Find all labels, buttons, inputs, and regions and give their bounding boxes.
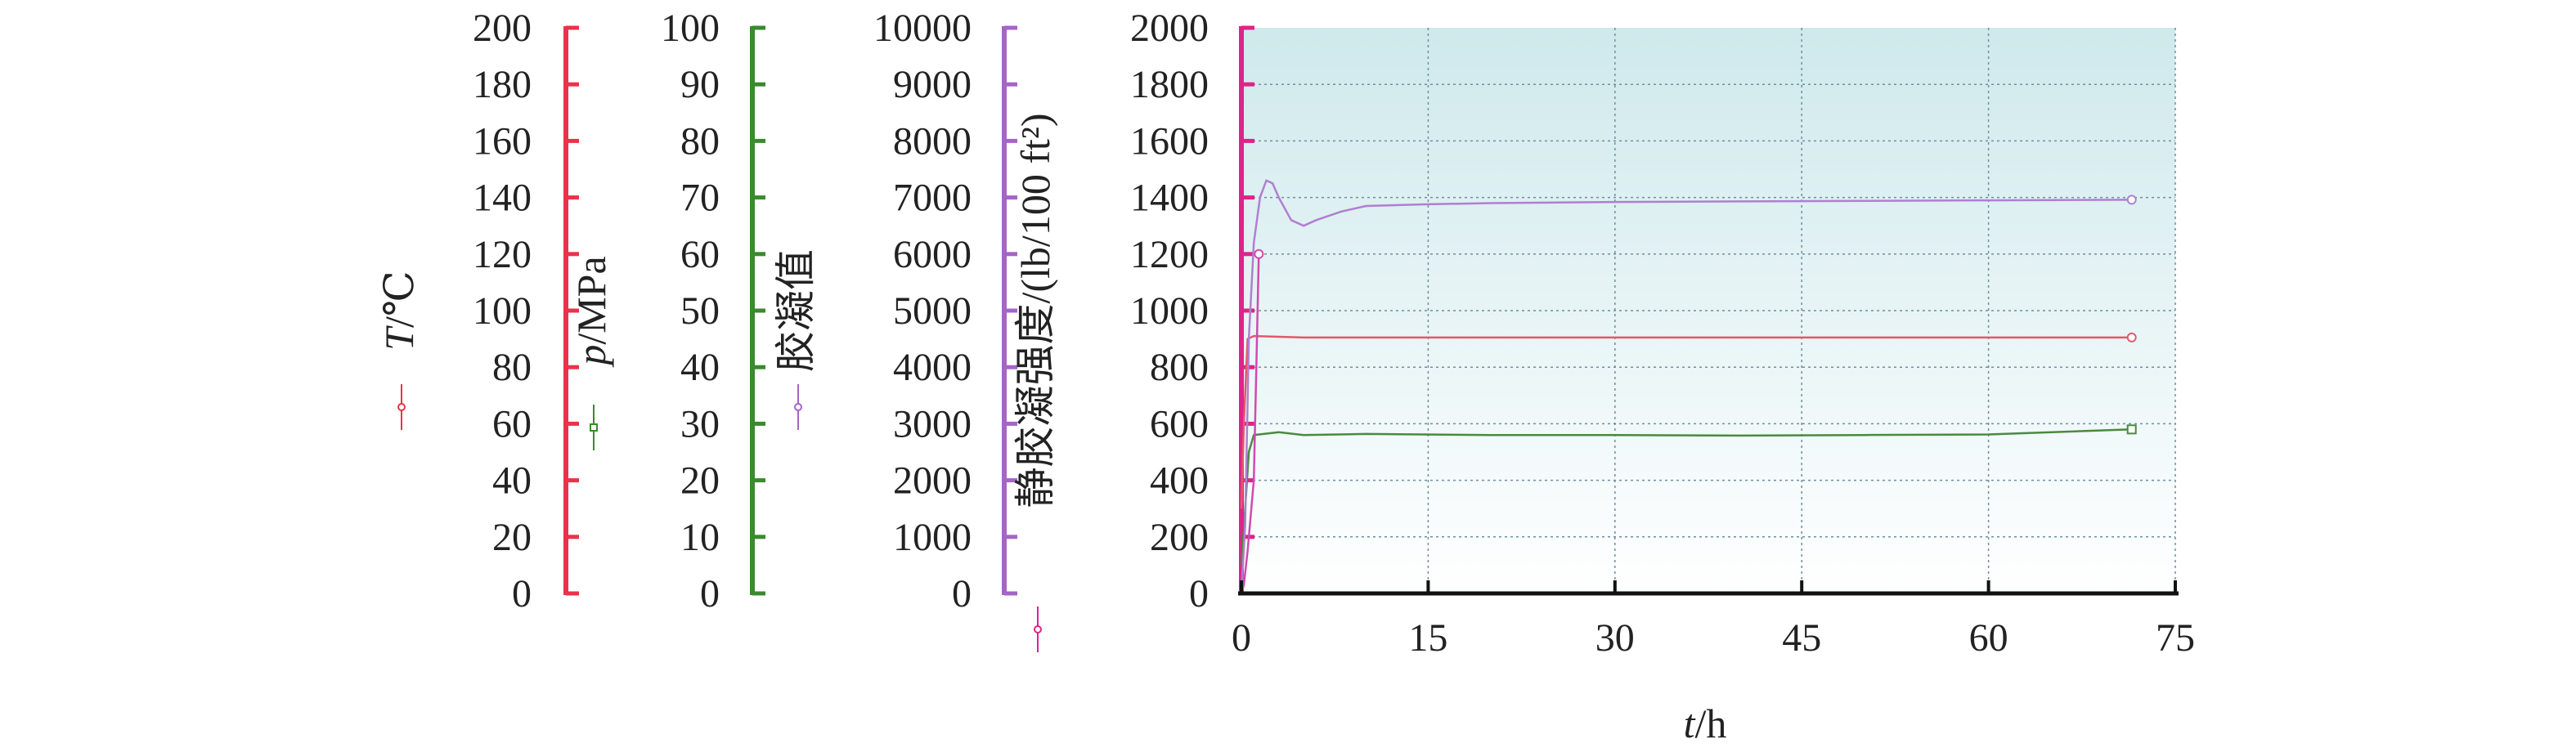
y-tick-label-p: 60 <box>680 233 720 276</box>
y-axis-title-text-T: T/℃ <box>376 271 422 351</box>
series-line-sgs <box>1240 253 1260 594</box>
y-tick-label-T: 40 <box>492 459 532 503</box>
legend-marker-sgs <box>1034 625 1042 633</box>
y-tick-label-T: 200 <box>473 7 532 50</box>
y-tick-label-sgs: 1000 <box>1130 289 1209 333</box>
y-tick-label-p: 10 <box>680 516 720 559</box>
y-tick-label-p: 40 <box>680 346 720 389</box>
grid <box>1241 28 2176 593</box>
y-tick-label-T: 0 <box>512 572 532 615</box>
y-tick-label-T: 20 <box>492 516 532 559</box>
y-tick-label-sgs: 400 <box>1150 459 1209 503</box>
x-tick-label: 60 <box>1969 616 2008 660</box>
y-axis-gel: 0 1000 2000 3000 4000 5000 6000 7000 8000 9000 100… <box>773 7 1017 615</box>
y-tick-label-sgs: 2000 <box>1130 7 1209 50</box>
y-tick-label-sgs: 1600 <box>1130 119 1209 163</box>
y-tick-label-sgs: 200 <box>1150 516 1209 559</box>
y-tick-label-gel: 4000 <box>893 346 972 389</box>
series-end-marker-sgs <box>1254 248 1264 259</box>
y-axis-p: 0 10 20 30 40 50 60 70 80 90 100 p/MPa <box>568 7 765 615</box>
y-tick-label-p: 80 <box>680 119 720 163</box>
x-tick-label: 75 <box>2156 616 2195 660</box>
y-tick-label-p: 0 <box>700 572 720 615</box>
y-axis-title-text-p: p/MPa <box>568 256 614 367</box>
y-tick-label-T: 60 <box>492 402 532 445</box>
x-tick-label: 30 <box>1595 616 1635 660</box>
series-end-marker-T <box>2126 332 2137 342</box>
x-tick-label: 15 <box>1408 616 1447 660</box>
y-axis-title-p: p/MPa <box>568 256 614 367</box>
y-tick-label-gel: 9000 <box>893 63 972 106</box>
series-layer <box>1240 179 2137 594</box>
y-tick-label-T: 180 <box>473 63 532 106</box>
y-tick-label-p: 90 <box>680 63 720 106</box>
y-tick-label-T: 120 <box>473 233 532 276</box>
y-tick-label-sgs: 1200 <box>1130 233 1209 276</box>
x-tick-label: 45 <box>1782 616 1821 660</box>
y-tick-label-T: 140 <box>473 177 532 220</box>
y-tick-label-gel: 1000 <box>893 516 972 559</box>
y-tick-label-sgs: 1400 <box>1130 177 1209 220</box>
y-tick-label-gel: 10000 <box>873 7 972 50</box>
series-line-p <box>1240 428 2132 566</box>
y-axes: 0 20 40 60 80 100 120 140 160 180 200 T/℃ 0 10 20 30 40 5… <box>376 7 1254 652</box>
x-axis: 0 15 30 45 60 75 <box>1232 580 2195 660</box>
plot-area <box>1241 28 2175 593</box>
y-tick-label-T: 80 <box>492 346 532 389</box>
legend-marker-gel <box>794 403 802 411</box>
y-tick-label-gel: 0 <box>952 572 972 615</box>
y-axis-sgs: 0 200 400 600 800 1000 1200 1400 1600 1800 2000 静胶凝… <box>1012 7 1254 652</box>
x-tick-label: 0 <box>1232 616 1251 660</box>
y-tick-label-gel: 5000 <box>893 289 972 333</box>
y-axis-title-text-sgs: 静胶凝强度/(lb/100 ft²) <box>1012 113 1058 508</box>
y-tick-label-gel: 7000 <box>893 177 972 220</box>
y-tick-label-sgs: 600 <box>1150 402 1209 445</box>
y-tick-label-T: 160 <box>473 119 532 163</box>
series-end-marker-gel <box>2126 195 2137 205</box>
y-tick-label-gel: 8000 <box>893 119 972 163</box>
series-end-marker-p <box>2126 424 2137 435</box>
y-tick-label-T: 100 <box>473 289 532 333</box>
y-axis-title-T: T/℃ <box>376 271 422 351</box>
y-tick-label-p: 30 <box>680 402 720 445</box>
y-axis-title-gel: 胶凝值 <box>773 249 819 372</box>
y-axis-T: 0 20 40 60 80 100 120 140 160 180 200 T/℃ <box>376 7 579 615</box>
y-tick-label-sgs: 0 <box>1189 572 1209 615</box>
y-tick-label-p: 20 <box>680 459 720 503</box>
legend-marker-T <box>397 403 406 411</box>
x-axis-title: t/h <box>1684 701 1727 746</box>
y-tick-label-p: 50 <box>680 289 720 333</box>
series-line-gel <box>1240 179 2132 594</box>
y-tick-label-gel: 2000 <box>893 459 972 503</box>
y-tick-label-gel: 6000 <box>893 233 972 276</box>
y-axis-title-text-gel: 胶凝值 <box>773 249 819 372</box>
y-tick-label-gel: 3000 <box>893 402 972 445</box>
y-tick-label-p: 100 <box>661 7 720 50</box>
legend-marker-p <box>590 423 598 432</box>
y-tick-label-sgs: 1800 <box>1130 63 1209 106</box>
series-line-T <box>1240 334 2132 509</box>
y-tick-label-sgs: 800 <box>1150 346 1209 389</box>
y-axis-title-sgs: 静胶凝强度/(lb/100 ft²) <box>1012 113 1058 508</box>
y-tick-label-p: 70 <box>680 177 720 220</box>
